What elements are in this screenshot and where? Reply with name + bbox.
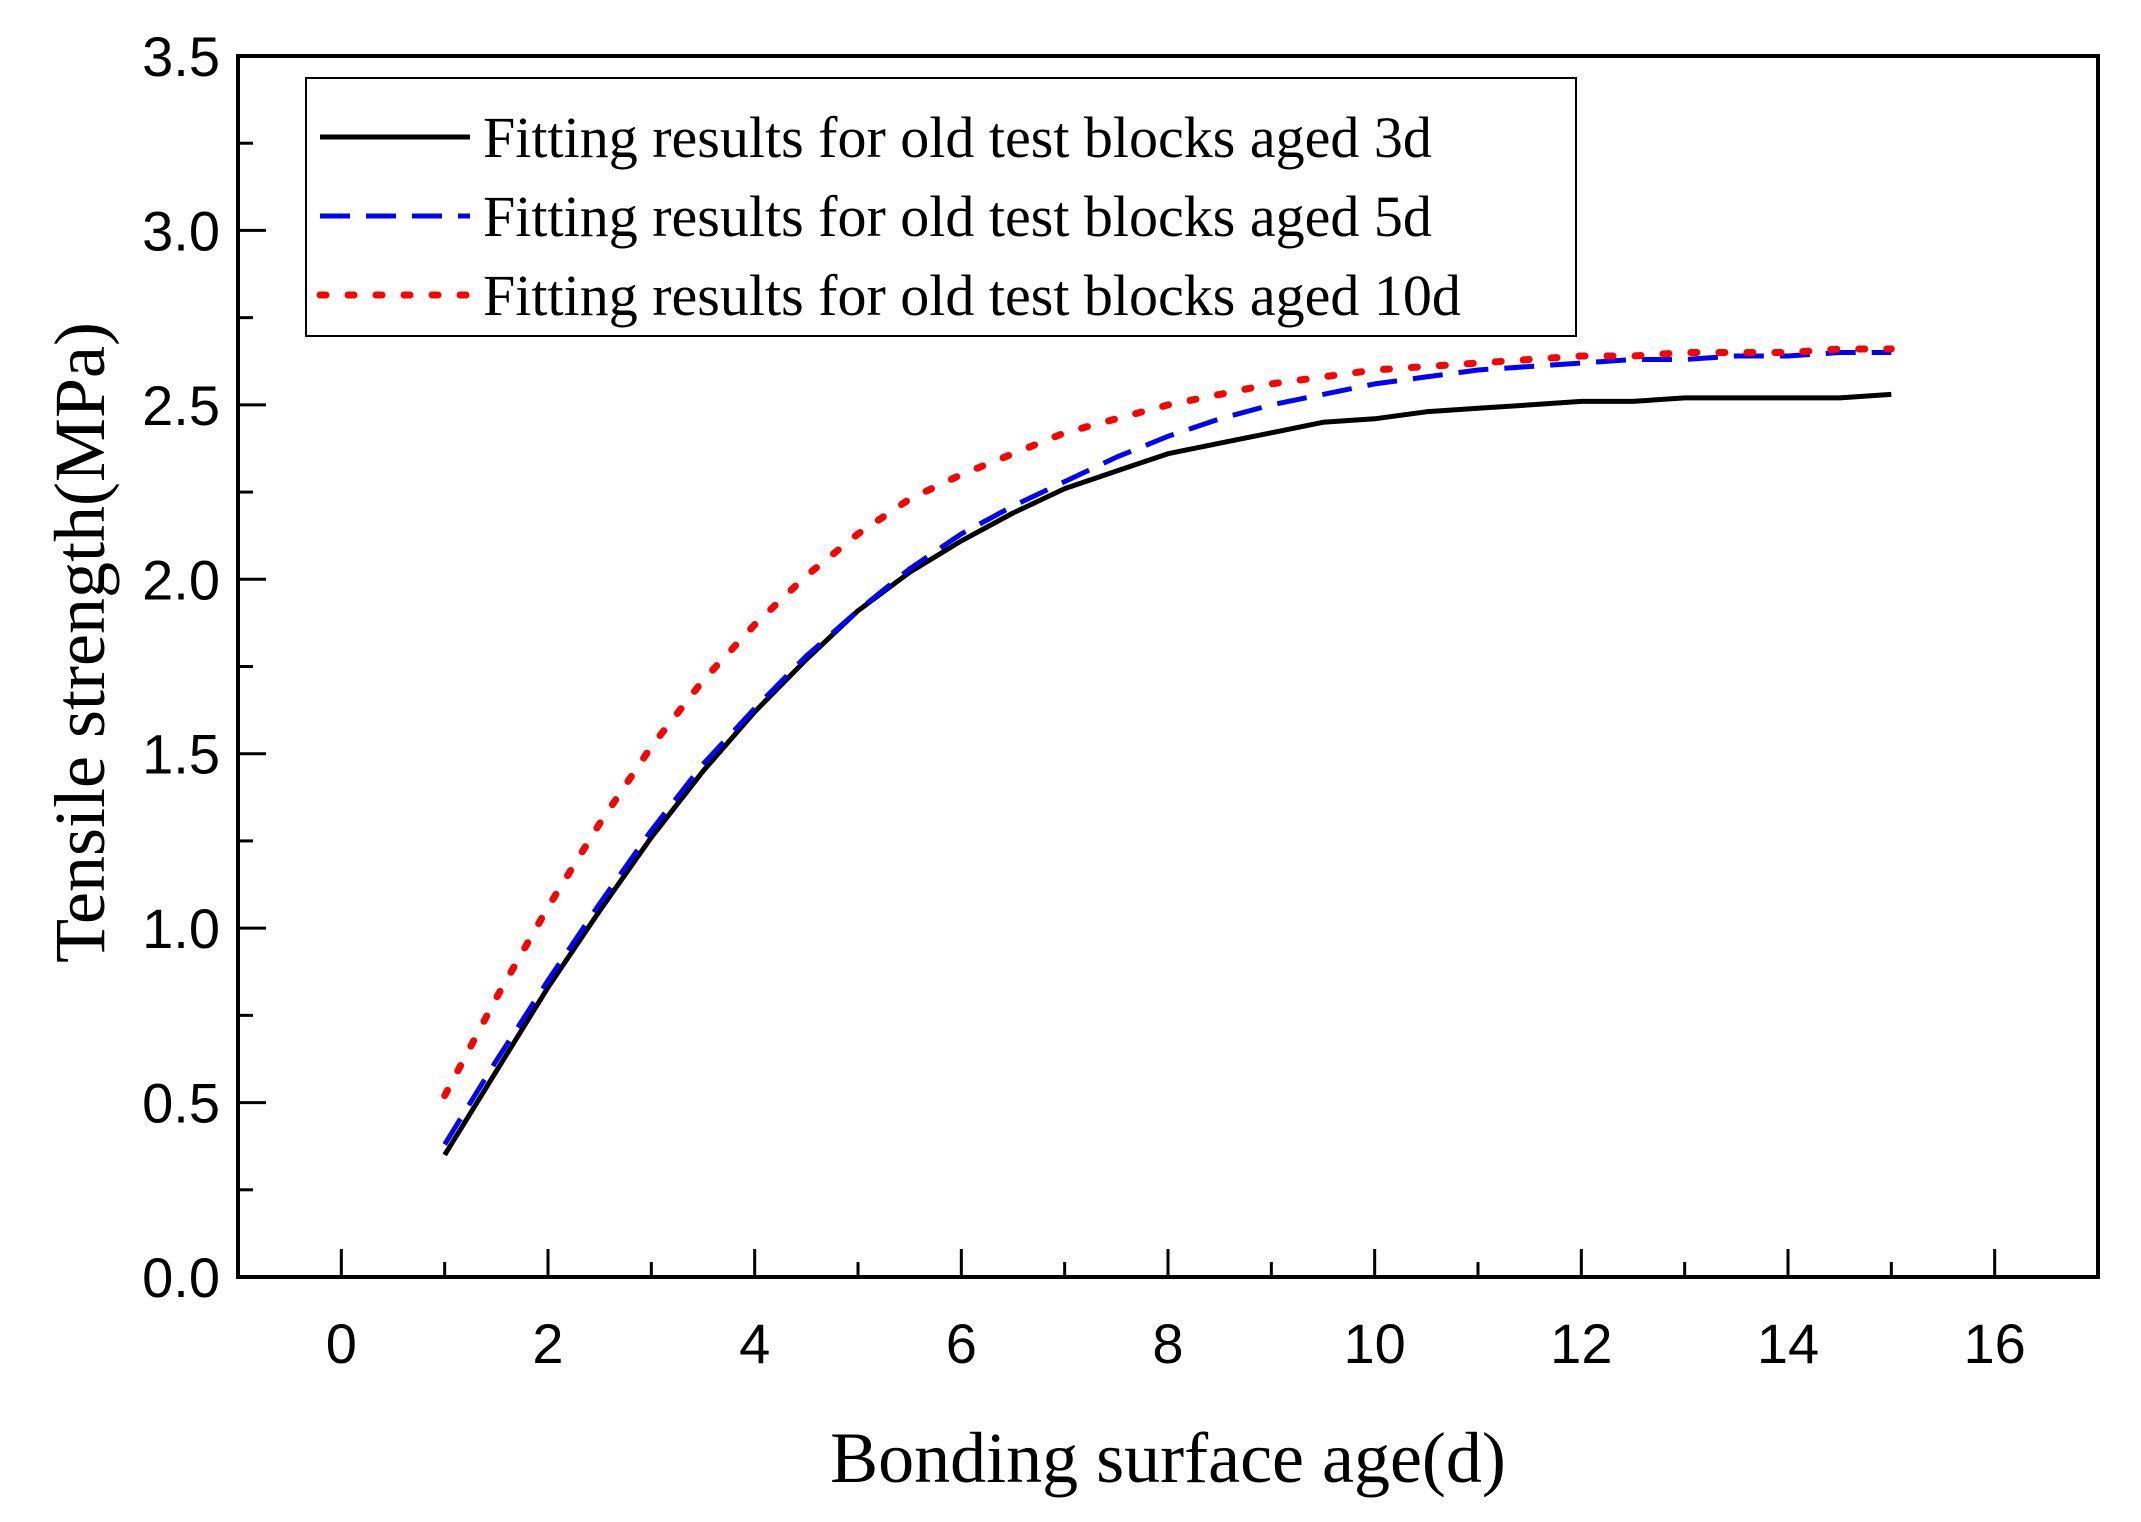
x-axis: 0 2 4 6 8 10 12 14 16 — [236, 1249, 2100, 1375]
legend-label-1: Fitting results for old test blocks aged… — [483, 105, 1432, 170]
y-tick-label: 0.5 — [142, 1072, 220, 1135]
legend: Fitting results for old test blocks aged… — [305, 77, 1577, 337]
y-tick-label: 0.0 — [142, 1246, 220, 1309]
legend-label-2: Fitting results for old test blocks aged… — [483, 184, 1432, 249]
x-tick-label: 8 — [1152, 1312, 1183, 1375]
x-tick-label: 12 — [1550, 1312, 1612, 1375]
y-tick-label: 3.0 — [142, 199, 220, 262]
x-tick-label: 4 — [739, 1312, 770, 1375]
x-tick-label: 6 — [946, 1312, 977, 1375]
x-tick-label: 16 — [1964, 1312, 2026, 1375]
y-tick-label: 1.5 — [142, 723, 220, 786]
x-tick-label: 0 — [326, 1312, 357, 1375]
y-tick-label: 3.5 — [142, 25, 220, 88]
x-axis-title: Bonding surface age(d) — [830, 1418, 1506, 1498]
x-tick-label: 2 — [532, 1312, 563, 1375]
y-tick-label: 2.5 — [142, 374, 220, 437]
y-tick-label: 2.0 — [142, 548, 220, 611]
series-line-2 — [442, 350, 1892, 1146]
y-tick-label: 1.0 — [142, 897, 220, 960]
series-line-3 — [441, 345, 1895, 1100]
legend-label-3: Fitting results for old test blocks aged… — [483, 263, 1461, 328]
y-axis: 0.0 0.5 1.0 1.5 2.0 2.5 3.0 3.5 — [142, 25, 266, 1309]
y-axis-title: Tensile strength(MPa) — [40, 322, 120, 963]
legend-box — [305, 77, 1577, 337]
series-layer — [441, 345, 1895, 1157]
x-tick-label: 10 — [1344, 1312, 1406, 1375]
series-line-1 — [442, 391, 1892, 1157]
x-tick-label: 14 — [1757, 1312, 1819, 1375]
